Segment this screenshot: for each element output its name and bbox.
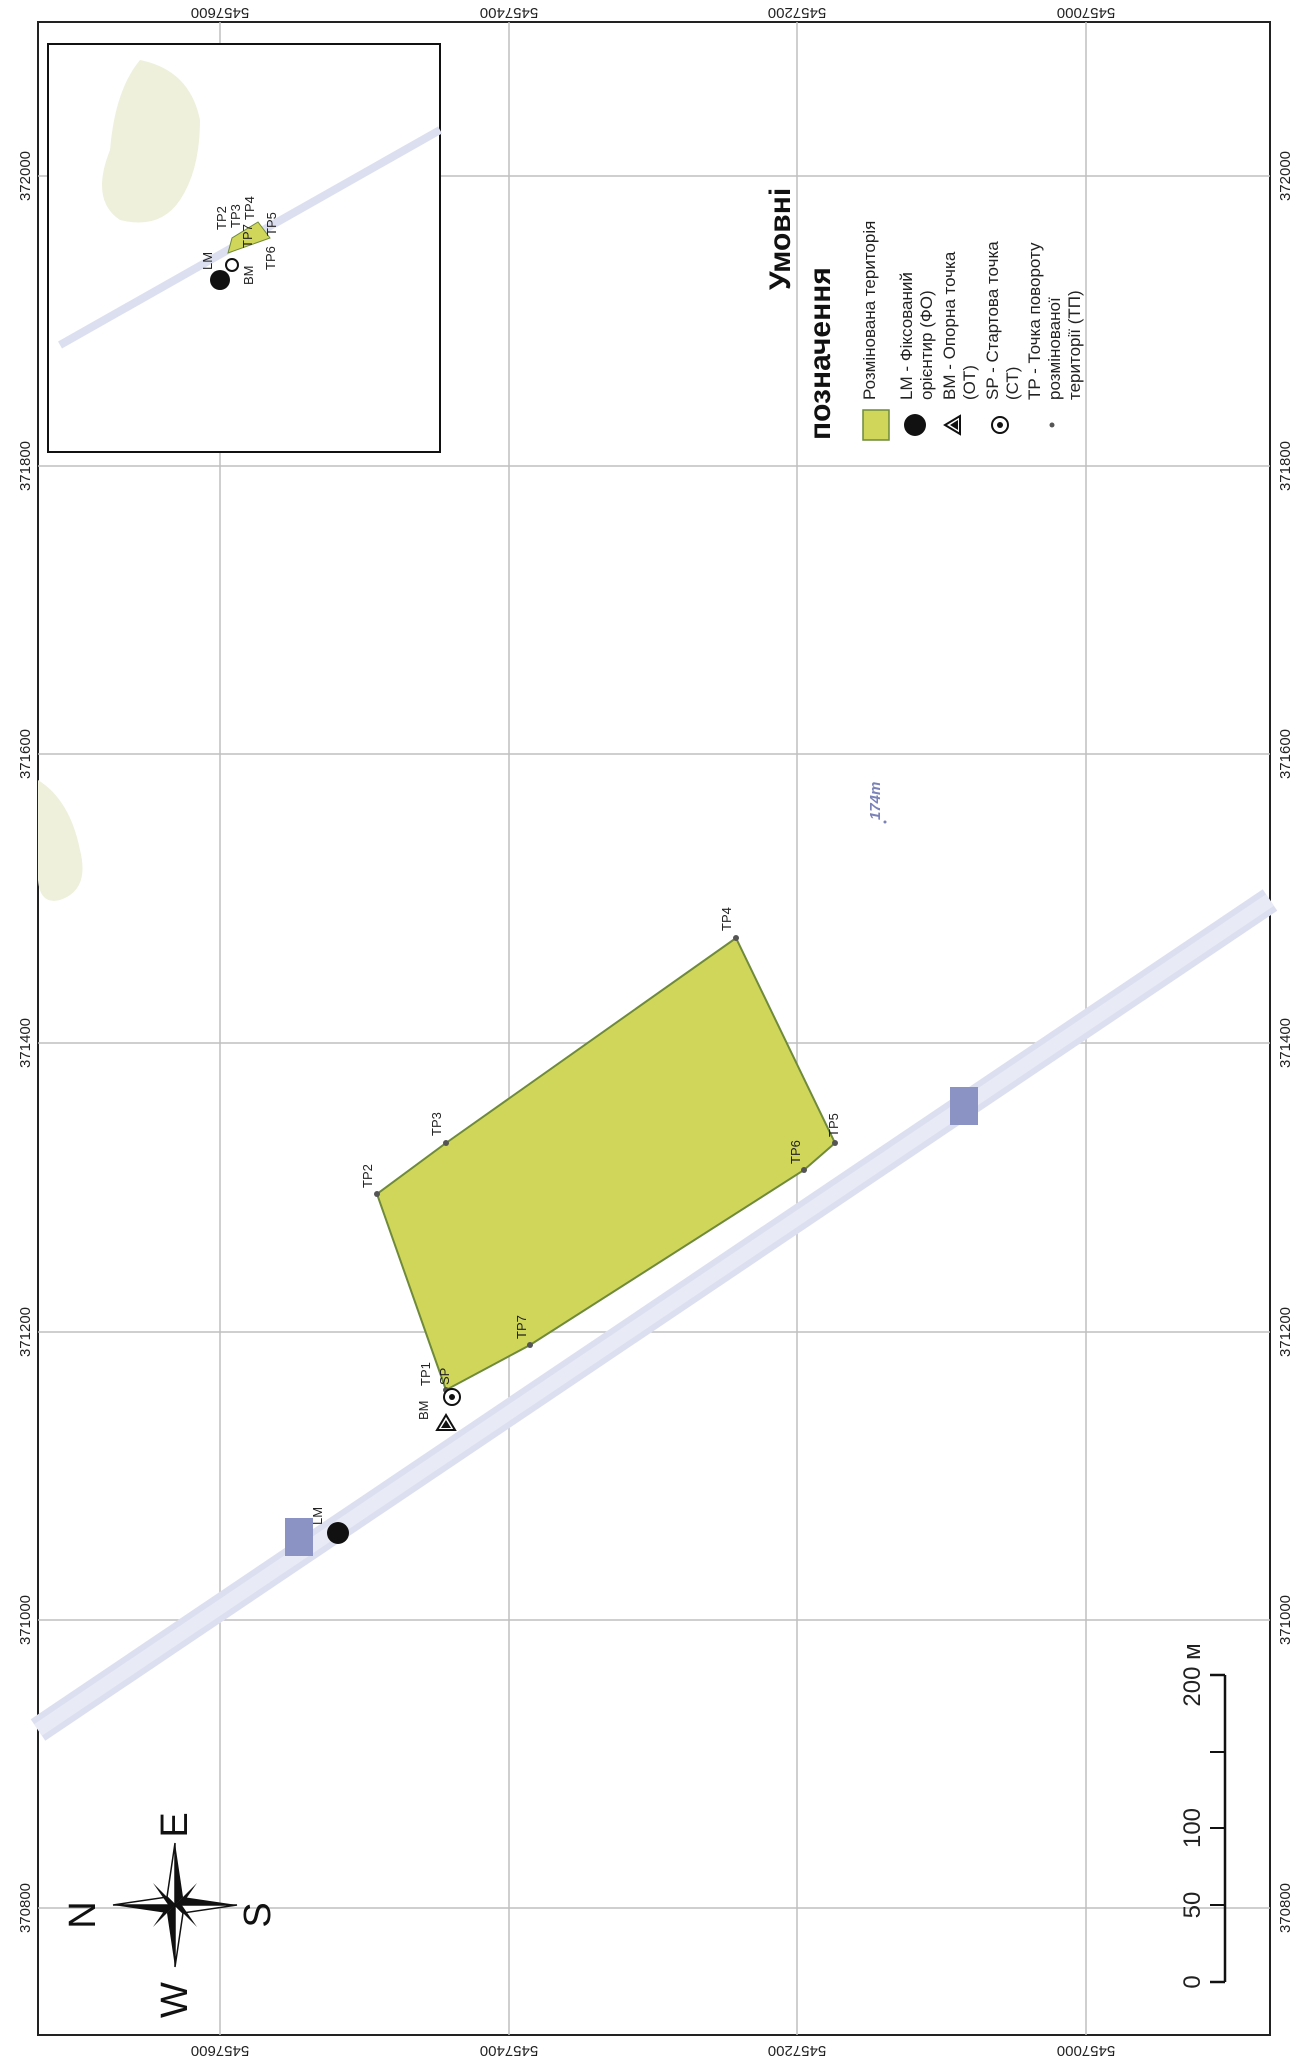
scale-label-100: 100	[1179, 1808, 1206, 1848]
label-tp3: TP3	[429, 1112, 444, 1136]
compass-s: S	[237, 1902, 279, 1927]
label-bm: BM	[416, 1401, 431, 1421]
northing-labels-top: 5457600 5457400 5457200 5457000	[191, 4, 1115, 21]
building-2	[950, 1087, 978, 1125]
inset-map: LM BM TP2 TP3 TP4 TP5 TP6 TP7	[47, 43, 442, 453]
svg-text:372000: 372000	[1277, 151, 1294, 201]
svg-text:5457000: 5457000	[1057, 4, 1115, 21]
legend-item-2-line2: орієнтир (ФО)	[917, 290, 936, 400]
label-tp1: TP1	[418, 1362, 433, 1386]
svg-text:BM: BM	[241, 266, 256, 286]
lm-marker	[327, 1522, 349, 1544]
compass-rose-icon: N S E W	[62, 1812, 279, 2018]
easting-labels-left: 370800 371000 371200 371400 371600 37180…	[17, 151, 34, 1933]
target-circle-icon	[991, 416, 1009, 434]
green-square-icon	[862, 409, 890, 441]
legend-item-3-line1: BM - Опорна точка	[940, 251, 959, 400]
svg-text:371600: 371600	[1277, 729, 1294, 779]
svg-text:371600: 371600	[17, 729, 34, 779]
svg-text:5457600: 5457600	[191, 4, 249, 21]
scale-label-0: 0	[1179, 1975, 1206, 1988]
elevation-label: 174m	[867, 782, 884, 820]
svg-text:TP7: TP7	[240, 224, 255, 248]
demined-area	[375, 936, 837, 1392]
scale-label-50: 50	[1179, 1892, 1206, 1919]
svg-text:371800: 371800	[1277, 441, 1294, 491]
svg-text:5457200: 5457200	[768, 2042, 826, 2059]
label-lm: LM	[310, 1507, 325, 1525]
svg-text:TP5: TP5	[264, 212, 279, 236]
legend-item-4-line2: (СТ)	[1003, 367, 1022, 400]
sp-marker	[443, 1388, 461, 1406]
terrain-patch	[38, 780, 83, 901]
turning-points	[374, 935, 838, 1393]
label-tp6: TP6	[788, 1140, 803, 1164]
svg-text:370800: 370800	[17, 1883, 34, 1933]
label-tp2: TP2	[360, 1164, 375, 1188]
label-tp5: TP5	[826, 1113, 841, 1137]
svg-text:370800: 370800	[1277, 1883, 1294, 1933]
legend-item-4-line1: SP - Стартова точка	[983, 241, 1002, 400]
elevation-point	[883, 820, 887, 824]
small-dot-icon	[1049, 422, 1055, 428]
legend-title-line2: позначення	[804, 267, 837, 440]
svg-text:371200: 371200	[1277, 1307, 1294, 1357]
label-sp: SP	[437, 1368, 452, 1385]
svg-text:371400: 371400	[17, 1018, 34, 1068]
compass-n: N	[62, 1901, 104, 1928]
easting-labels-right: 370800 371000 371200 371400 371600 37180…	[1277, 151, 1294, 1933]
svg-text:5457400: 5457400	[480, 4, 538, 21]
triangle-icon	[943, 414, 961, 436]
svg-text:5457000: 5457000	[1057, 2042, 1115, 2059]
legend-item-2-line1: LM - Фіксований	[897, 272, 916, 400]
northing-labels-bottom: 5457600 5457400 5457200 5457000	[191, 2042, 1115, 2059]
svg-text:371000: 371000	[17, 1595, 34, 1645]
svg-text:5457200: 5457200	[768, 4, 826, 21]
svg-text:LM: LM	[200, 252, 215, 270]
svg-text:372000: 372000	[17, 151, 34, 201]
svg-text:TP2: TP2	[214, 206, 229, 230]
svg-text:371000: 371000	[1277, 1595, 1294, 1645]
svg-text:371200: 371200	[17, 1307, 34, 1357]
legend-item-3-line2: (ОТ)	[960, 365, 979, 400]
scale-bar: 0 50 100 200 м	[1179, 1643, 1227, 1989]
black-circle-icon	[904, 414, 926, 436]
legend-item-5-line3: території (ТП)	[1065, 290, 1084, 400]
svg-text:5457600: 5457600	[191, 2042, 249, 2059]
scale-label-200: 200 м	[1179, 1643, 1206, 1706]
legend-item-5-line2: розмінованої	[1045, 297, 1064, 400]
compass-e: E	[154, 1812, 196, 1837]
svg-text:5457400: 5457400	[480, 2042, 538, 2059]
building-1	[285, 1518, 313, 1556]
svg-text:371400: 371400	[1277, 1018, 1294, 1068]
legend-item-5-line1: TP - Точка повороту	[1025, 242, 1044, 400]
svg-text:TP4: TP4	[242, 196, 257, 220]
bm-marker	[435, 1413, 457, 1431]
legend-item-1-line1: Розмінована територія	[860, 221, 879, 400]
compass-w: W	[154, 1982, 196, 2018]
legend-title-line1: Умовні	[764, 188, 797, 290]
label-tp4: TP4	[719, 907, 734, 931]
label-tp7: TP7	[514, 1315, 529, 1339]
svg-text:TP6: TP6	[263, 246, 278, 270]
road-center	[34, 894, 1274, 1736]
svg-text:371800: 371800	[17, 441, 34, 491]
svg-text:TP3: TP3	[228, 204, 243, 228]
legend: Умовні позначення Розмінована територія …	[764, 188, 1084, 441]
